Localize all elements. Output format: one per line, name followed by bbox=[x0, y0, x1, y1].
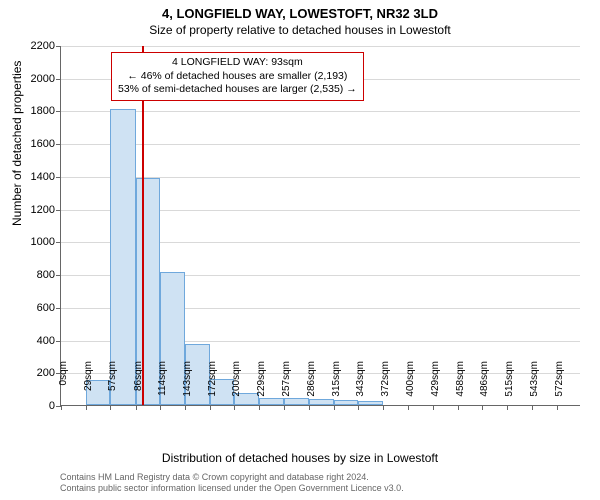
ytick-label: 1800 bbox=[21, 105, 61, 117]
xtick-label: 572sqm bbox=[554, 361, 565, 411]
x-axis-label: Distribution of detached houses by size … bbox=[0, 451, 600, 465]
xtick-label: 57sqm bbox=[107, 361, 118, 411]
xtick-label: 172sqm bbox=[207, 361, 218, 411]
ytick-label: 0 bbox=[21, 400, 61, 412]
gridline bbox=[61, 46, 580, 47]
xtick-label: 315sqm bbox=[331, 361, 342, 411]
xtick-label: 429sqm bbox=[430, 361, 441, 411]
xtick-label: 372sqm bbox=[380, 361, 391, 411]
xtick-label: 543sqm bbox=[529, 361, 540, 411]
xtick-label: 114sqm bbox=[157, 361, 168, 411]
xtick-label: 458sqm bbox=[455, 361, 466, 411]
annotation-line: 53% of semi-detached houses are larger (… bbox=[118, 83, 357, 97]
footer-line-1: Contains HM Land Registry data © Crown c… bbox=[60, 472, 404, 483]
gridline bbox=[61, 111, 580, 112]
ytick-label: 2000 bbox=[21, 73, 61, 85]
xtick-label: 400sqm bbox=[405, 361, 416, 411]
xtick-label: 286sqm bbox=[306, 361, 317, 411]
ytick-label: 400 bbox=[21, 335, 61, 347]
ytick-label: 1600 bbox=[21, 138, 61, 150]
page-title: 4, LONGFIELD WAY, LOWESTOFT, NR32 3LD bbox=[0, 0, 600, 21]
xtick-label: 200sqm bbox=[231, 361, 242, 411]
xtick-label: 29sqm bbox=[83, 361, 94, 411]
ytick-label: 1200 bbox=[21, 204, 61, 216]
xtick-label: 0sqm bbox=[58, 361, 69, 411]
footer-credit: Contains HM Land Registry data © Crown c… bbox=[60, 472, 404, 495]
ytick-label: 600 bbox=[21, 302, 61, 314]
xtick-label: 229sqm bbox=[256, 361, 267, 411]
xtick-label: 515sqm bbox=[504, 361, 515, 411]
ytick-label: 800 bbox=[21, 269, 61, 281]
xtick-label: 143sqm bbox=[182, 361, 193, 411]
page-subtitle: Size of property relative to detached ho… bbox=[0, 21, 600, 41]
ytick-label: 2200 bbox=[21, 40, 61, 52]
ytick-label: 200 bbox=[21, 367, 61, 379]
footer-line-2: Contains public sector information licen… bbox=[60, 483, 404, 494]
xtick-label: 257sqm bbox=[281, 361, 292, 411]
annotation-line: ← 46% of detached houses are smaller (2,… bbox=[118, 70, 357, 84]
xtick-label: 343sqm bbox=[355, 361, 366, 411]
ytick-label: 1000 bbox=[21, 236, 61, 248]
annotation-line: 4 LONGFIELD WAY: 93sqm bbox=[118, 56, 357, 70]
plot-area: 0200400600800100012001400160018002000220… bbox=[60, 46, 580, 406]
gridline bbox=[61, 144, 580, 145]
xtick-label: 486sqm bbox=[479, 361, 490, 411]
chart-container: 0200400600800100012001400160018002000220… bbox=[60, 46, 580, 406]
ytick-label: 1400 bbox=[21, 171, 61, 183]
annotation-box: 4 LONGFIELD WAY: 93sqm← 46% of detached … bbox=[111, 52, 364, 101]
